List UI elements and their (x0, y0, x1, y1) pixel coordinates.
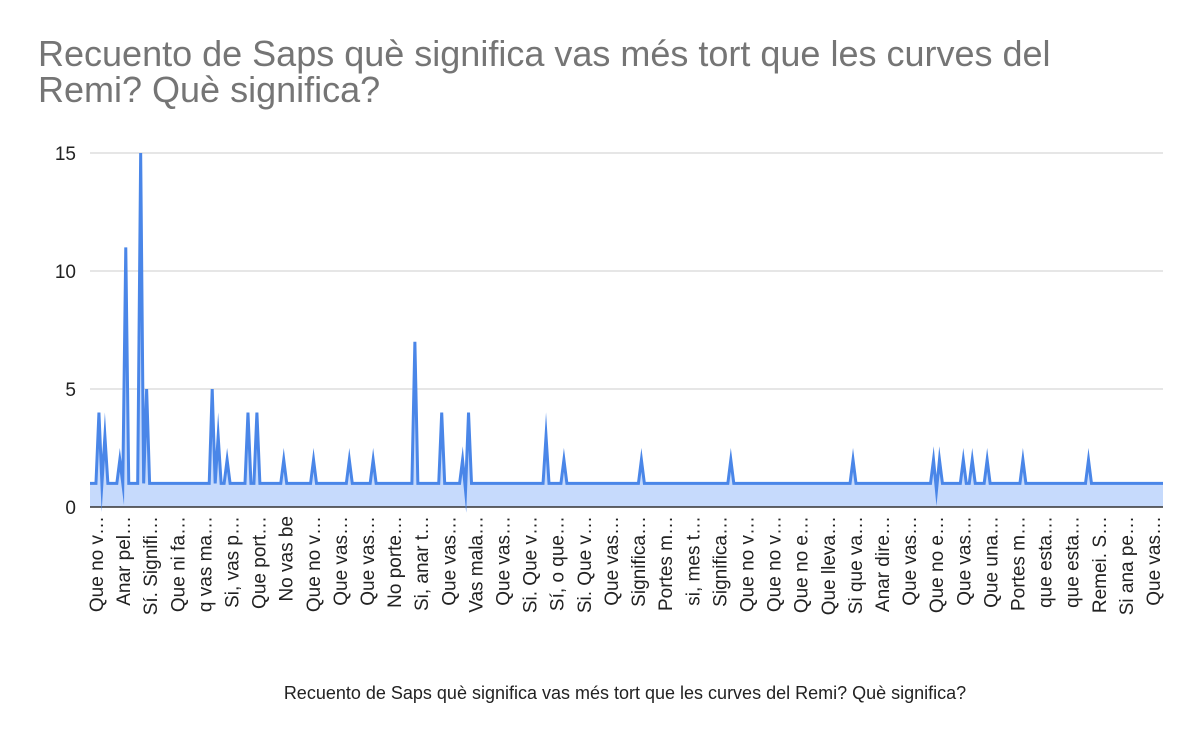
x-axis-title: Recuento de Saps què significa vas més t… (283, 683, 967, 703)
x-tick-label: Significa… (710, 516, 731, 607)
x-tick-label: Que no e… (792, 516, 813, 613)
x-tick-label: si, mes t… (683, 516, 704, 606)
x-tick-label: Que no e… (927, 516, 948, 613)
x-tick-label: Si ana pe… (1117, 516, 1138, 615)
x-tick-label: Que vas… (494, 516, 515, 606)
x-tick-label: Que no v… (304, 516, 325, 612)
y-tick-label: 15 (55, 144, 76, 165)
x-tick-label: No porte… (385, 516, 406, 608)
x-tick-label: Portes m… (1009, 516, 1030, 611)
chart-title-line-2: Remi? Què significa? (38, 69, 381, 110)
y-tick-label: 10 (55, 262, 76, 283)
x-tick-label: Que ni fa… (168, 516, 189, 612)
x-tick-label: Si. Que v… (575, 516, 596, 613)
x-tick-label: Que no v… (765, 516, 786, 612)
chart-title: Recuento de Saps què significa vas més t… (38, 36, 1178, 108)
x-tick-label: q vas ma… (195, 516, 216, 612)
x-tick-label: Que no v… (87, 516, 108, 612)
x-tick-label: Que una… (981, 516, 1002, 608)
x-tick-label: Que no v… (738, 516, 759, 612)
x-tick-label: Vas mala… (466, 516, 487, 613)
x-tick-label: Portes m… (656, 516, 677, 611)
x-tick-label: Si que va… (846, 516, 867, 614)
x-tick-label: Remei. S… (1090, 516, 1111, 613)
y-tick-label: 0 (65, 498, 76, 519)
x-tick-label: Que vas… (439, 516, 460, 606)
x-tick-label: Que vas… (358, 516, 379, 606)
x-tick-label: No vas be (277, 516, 298, 602)
x-tick-label: que esta… (1036, 516, 1057, 608)
x-tick-label: Sí, o que… (548, 516, 569, 611)
x-tick-label: Que vas… (954, 516, 975, 606)
x-tick-label: Si, vas p… (223, 516, 244, 608)
x-tick-label: Que vas… (602, 516, 623, 606)
x-tick-label: Si. Que v… (521, 516, 542, 613)
x-tick-label: Que port… (250, 516, 271, 609)
x-tick-label: Sí. Signifi… (141, 516, 162, 615)
series-line (90, 152, 1163, 513)
x-tick-label: Anar dire… (873, 516, 894, 612)
chart-title-line-1: Recuento de Saps què significa vas més t… (38, 33, 1051, 74)
x-tick-label: Que vas… (1144, 516, 1165, 606)
x-tick-label: Significa… (629, 516, 650, 607)
x-tick-label: que esta… (1063, 516, 1084, 608)
x-tick-label: Anar pel… (114, 516, 135, 606)
x-tick-label: Que vas… (331, 516, 352, 606)
y-tick-label: 5 (65, 380, 76, 401)
x-tick-label: Que vas… (900, 516, 921, 606)
x-tick-label: Si, anar t… (412, 516, 433, 611)
x-tick-label: Que lleva… (819, 516, 840, 615)
